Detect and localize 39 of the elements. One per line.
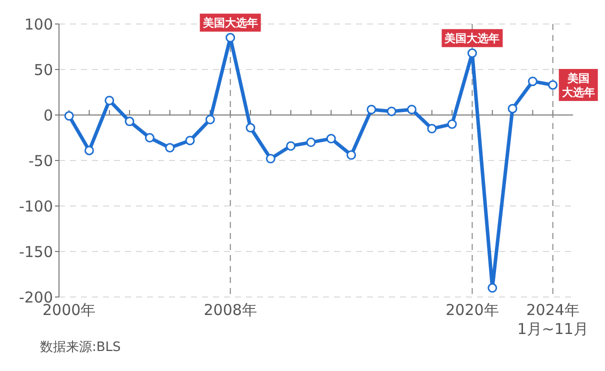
point (205, 114, 215, 124)
x-tick-label: 2020年 (446, 301, 499, 319)
y-tick-label: -150 (18, 242, 53, 261)
point (306, 138, 316, 148)
point (286, 141, 296, 151)
point (528, 76, 538, 86)
point (366, 104, 376, 114)
point (84, 146, 94, 156)
point (64, 111, 74, 121)
y-tick-label: -50 (28, 152, 53, 170)
point (447, 119, 457, 129)
point (144, 133, 154, 142)
point (406, 104, 416, 114)
y-tick-label: -100 (18, 197, 53, 216)
ref-line-label: 美国大选年 (202, 16, 258, 30)
y-tick-label: 50 (34, 60, 53, 79)
x-tick-label: 2000年 (42, 301, 96, 319)
point (266, 154, 276, 164)
x-tick-label: 2024年 1月~11月 (517, 301, 588, 338)
ref-line-label: 美国大选年 (444, 32, 500, 46)
point (124, 116, 134, 126)
point (508, 104, 518, 114)
point (467, 48, 477, 58)
y-tick-label: 0 (43, 106, 53, 124)
point (246, 122, 256, 132)
point (386, 106, 396, 116)
x-tick-label: 2008年 (204, 301, 257, 319)
point (185, 136, 195, 146)
point (548, 80, 558, 90)
y-tick-label: 100 (24, 15, 53, 34)
source-note: 数据来源:BLS (40, 340, 121, 355)
point (488, 283, 498, 293)
point (165, 143, 175, 153)
point (427, 124, 437, 134)
point (226, 32, 236, 42)
point (346, 150, 356, 160)
ref-line-label: 美国大选年 (562, 72, 595, 99)
point (104, 96, 114, 106)
point (326, 134, 336, 144)
